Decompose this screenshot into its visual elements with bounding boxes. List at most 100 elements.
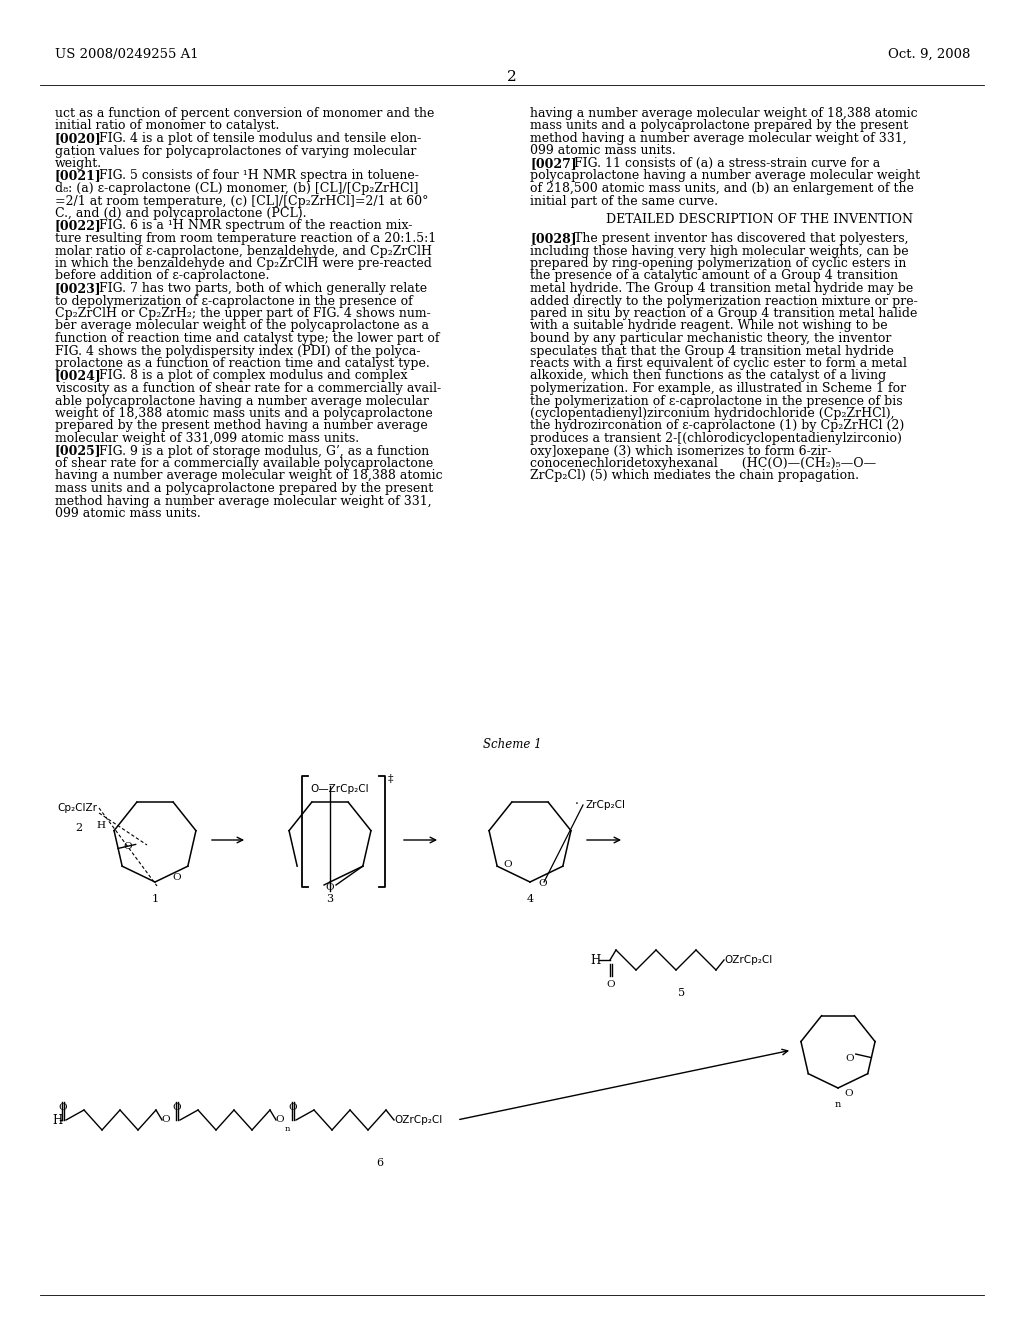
Text: uct as a function of percent conversion of monomer and the: uct as a function of percent conversion … xyxy=(55,107,434,120)
Text: viscosity as a function of shear rate for a commercially avail-: viscosity as a function of shear rate fo… xyxy=(55,381,441,395)
Text: d₈: (a) ε-caprolactone (CL) monomer, (b) [CL]/[Cp₂ZrHCl]: d₈: (a) ε-caprolactone (CL) monomer, (b)… xyxy=(55,182,419,195)
Text: =2/1 at room temperature, (c) [CL]/[Cp₂ZrHCl]=2/1 at 60°: =2/1 at room temperature, (c) [CL]/[Cp₂Z… xyxy=(55,194,428,207)
Text: 3: 3 xyxy=(327,894,334,904)
Text: of shear rate for a commercially available polycaprolactone: of shear rate for a commercially availab… xyxy=(55,457,433,470)
Text: weight.: weight. xyxy=(55,157,102,170)
Text: H: H xyxy=(590,953,600,966)
Text: (cyclopentadienyl)zirconium hydridochloride (Cp₂ZrHCl),: (cyclopentadienyl)zirconium hydridochlor… xyxy=(530,407,895,420)
Text: O: O xyxy=(503,859,512,869)
Text: conocenechloridetoxyhexanal      (HC(O)—(CH₂)₅—O—: conocenechloridetoxyhexanal (HC(O)—(CH₂)… xyxy=(530,457,877,470)
Text: polymerization. For example, as illustrated in Scheme 1 for: polymerization. For example, as illustra… xyxy=(530,381,906,395)
Text: to depolymerization of ε-caprolactone in the presence of: to depolymerization of ε-caprolactone in… xyxy=(55,294,413,308)
Text: able polycaprolactone having a number average molecular: able polycaprolactone having a number av… xyxy=(55,395,429,408)
Text: [0022]: [0022] xyxy=(55,219,101,232)
Text: ZrCp₂Cl) (5) which mediates the chain propagation.: ZrCp₂Cl) (5) which mediates the chain pr… xyxy=(530,470,859,483)
Text: [0028]: [0028] xyxy=(530,232,577,246)
Text: prolactone as a function of reaction time and catalyst type.: prolactone as a function of reaction tim… xyxy=(55,356,430,370)
Text: bound by any particular mechanistic theory, the inventor: bound by any particular mechanistic theo… xyxy=(530,333,891,345)
Text: ·: · xyxy=(575,799,579,812)
Text: O: O xyxy=(289,1104,297,1113)
Text: O: O xyxy=(845,1053,854,1063)
Text: 2: 2 xyxy=(76,822,83,833)
Text: with a suitable hydride reagent. While not wishing to be: with a suitable hydride reagent. While n… xyxy=(530,319,888,333)
Text: 4: 4 xyxy=(526,894,534,904)
Text: prepared by the present method having a number average: prepared by the present method having a … xyxy=(55,420,428,433)
Text: [0023]: [0023] xyxy=(55,282,101,294)
Text: Cp₂ZrClH or Cp₂ZrH₂; the upper part of FIG. 4 shows num-: Cp₂ZrClH or Cp₂ZrH₂; the upper part of F… xyxy=(55,308,431,319)
Text: n: n xyxy=(835,1100,841,1109)
Text: [0020]: [0020] xyxy=(55,132,101,145)
Text: O: O xyxy=(173,1104,181,1113)
Text: having a number average molecular weight of 18,388 atomic: having a number average molecular weight… xyxy=(55,470,442,483)
Text: FIG. 7 has two parts, both of which generally relate: FIG. 7 has two parts, both of which gene… xyxy=(83,282,427,294)
Text: OZrCp₂Cl: OZrCp₂Cl xyxy=(724,954,772,965)
Text: 2: 2 xyxy=(507,70,517,84)
Text: H: H xyxy=(52,1114,62,1126)
Text: gation values for polycaprolactones of varying molecular: gation values for polycaprolactones of v… xyxy=(55,144,417,157)
Text: FIG. 5 consists of four ¹H NMR spectra in toluene-: FIG. 5 consists of four ¹H NMR spectra i… xyxy=(83,169,419,182)
Text: initial part of the same curve.: initial part of the same curve. xyxy=(530,194,718,207)
Text: Scheme 1: Scheme 1 xyxy=(482,738,542,751)
Text: O: O xyxy=(326,883,334,892)
Text: 099 atomic mass units.: 099 atomic mass units. xyxy=(55,507,201,520)
Text: alkoxide, which then functions as the catalyst of a living: alkoxide, which then functions as the ca… xyxy=(530,370,886,383)
Text: in which the benzaldehyde and Cp₂ZrClH were pre-reacted: in which the benzaldehyde and Cp₂ZrClH w… xyxy=(55,257,432,271)
Text: reacts with a first equivalent of cyclic ester to form a metal: reacts with a first equivalent of cyclic… xyxy=(530,356,907,370)
Text: produces a transient 2-[(chlorodicyclopentadienylzirconio): produces a transient 2-[(chlorodicyclope… xyxy=(530,432,902,445)
Text: Cp₂ClZr: Cp₂ClZr xyxy=(57,803,97,813)
Text: the presence of a catalytic amount of a Group 4 transition: the presence of a catalytic amount of a … xyxy=(530,269,898,282)
Text: 099 atomic mass units.: 099 atomic mass units. xyxy=(530,144,676,157)
Text: [0027]: [0027] xyxy=(530,157,577,170)
Text: oxy]oxepane (3) which isomerizes to form 6-zir-: oxy]oxepane (3) which isomerizes to form… xyxy=(530,445,831,458)
Text: before addition of ε-caprolactone.: before addition of ε-caprolactone. xyxy=(55,269,269,282)
Text: O: O xyxy=(538,879,547,888)
Text: [0024]: [0024] xyxy=(55,370,101,383)
Text: added directly to the polymerization reaction mixture or pre-: added directly to the polymerization rea… xyxy=(530,294,918,308)
Text: mass units and a polycaprolactone prepared by the present: mass units and a polycaprolactone prepar… xyxy=(530,120,908,132)
Text: H: H xyxy=(96,821,105,830)
Text: O: O xyxy=(844,1089,853,1097)
Text: n: n xyxy=(285,1125,290,1133)
Text: the hydrozirconation of ε-caprolactone (1) by Cp₂ZrHCl (2): the hydrozirconation of ε-caprolactone (… xyxy=(530,420,904,433)
Text: polycaprolactone having a number average molecular weight: polycaprolactone having a number average… xyxy=(530,169,921,182)
Text: of 218,500 atomic mass units, and (b) an enlargement of the: of 218,500 atomic mass units, and (b) an… xyxy=(530,182,913,195)
Text: O: O xyxy=(123,842,132,851)
Text: prepared by ring-opening polymerization of cyclic esters in: prepared by ring-opening polymerization … xyxy=(530,257,906,271)
Text: pared in situ by reaction of a Group 4 transition metal halide: pared in situ by reaction of a Group 4 t… xyxy=(530,308,918,319)
Text: Oct. 9, 2008: Oct. 9, 2008 xyxy=(888,48,970,61)
Text: metal hydride. The Group 4 transition metal hydride may be: metal hydride. The Group 4 transition me… xyxy=(530,282,913,294)
Text: O: O xyxy=(606,979,615,989)
Text: 5: 5 xyxy=(679,987,685,998)
Text: O: O xyxy=(172,873,180,882)
Text: molar ratio of ε-caprolactone, benzaldehyde, and Cp₂ZrClH: molar ratio of ε-caprolactone, benzaldeh… xyxy=(55,244,432,257)
Text: The present inventor has discovered that polyesters,: The present inventor has discovered that… xyxy=(558,232,908,246)
Text: US 2008/0249255 A1: US 2008/0249255 A1 xyxy=(55,48,199,61)
Text: FIG. 6 is a ¹H NMR spectrum of the reaction mix-: FIG. 6 is a ¹H NMR spectrum of the react… xyxy=(83,219,413,232)
Text: mass units and a polycaprolactone prepared by the present: mass units and a polycaprolactone prepar… xyxy=(55,482,433,495)
Text: [0021]: [0021] xyxy=(55,169,101,182)
Text: having a number average molecular weight of 18,388 atomic: having a number average molecular weight… xyxy=(530,107,918,120)
Text: function of reaction time and catalyst type; the lower part of: function of reaction time and catalyst t… xyxy=(55,333,439,345)
Text: ‡: ‡ xyxy=(388,774,393,784)
Text: O: O xyxy=(162,1115,170,1125)
Text: O: O xyxy=(275,1115,285,1125)
Text: molecular weight of 331,099 atomic mass units.: molecular weight of 331,099 atomic mass … xyxy=(55,432,359,445)
Text: O—ZrCp₂Cl: O—ZrCp₂Cl xyxy=(310,784,370,795)
Text: speculates that that the Group 4 transition metal hydride: speculates that that the Group 4 transit… xyxy=(530,345,894,358)
Text: 6: 6 xyxy=(377,1158,384,1168)
Text: ZrCp₂Cl: ZrCp₂Cl xyxy=(585,800,625,810)
Text: [0025]: [0025] xyxy=(55,445,101,458)
Text: DETAILED DESCRIPTION OF THE INVENTION: DETAILED DESCRIPTION OF THE INVENTION xyxy=(606,214,913,226)
Text: FIG. 4 is a plot of tensile modulus and tensile elon-: FIG. 4 is a plot of tensile modulus and … xyxy=(83,132,421,145)
Text: method having a number average molecular weight of 331,: method having a number average molecular… xyxy=(530,132,906,145)
Text: FIG. 9 is a plot of storage modulus, G’, as a function: FIG. 9 is a plot of storage modulus, G’,… xyxy=(83,445,429,458)
Text: FIG. 8 is a plot of complex modulus and complex: FIG. 8 is a plot of complex modulus and … xyxy=(83,370,408,383)
Text: FIG. 4 shows the polydispersity index (PDI) of the polyca-: FIG. 4 shows the polydispersity index (P… xyxy=(55,345,421,358)
Text: FIG. 11 consists of (a) a stress-strain curve for a: FIG. 11 consists of (a) a stress-strain … xyxy=(558,157,881,170)
Text: including those having very high molecular weights, can be: including those having very high molecul… xyxy=(530,244,908,257)
Text: OZrCp₂Cl: OZrCp₂Cl xyxy=(394,1115,442,1125)
Text: O: O xyxy=(58,1104,68,1113)
Text: 1: 1 xyxy=(152,894,159,904)
Text: ture resulting from room temperature reaction of a 20:1.5:1: ture resulting from room temperature rea… xyxy=(55,232,436,246)
Text: method having a number average molecular weight of 331,: method having a number average molecular… xyxy=(55,495,432,507)
